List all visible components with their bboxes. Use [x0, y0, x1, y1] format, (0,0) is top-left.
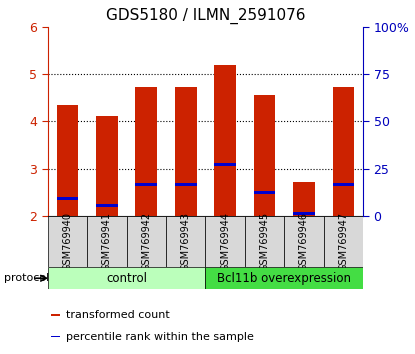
- Text: GSM769941: GSM769941: [102, 212, 112, 271]
- Bar: [175, 183, 197, 185]
- Bar: [205, 216, 245, 267]
- Text: protocol: protocol: [4, 273, 49, 283]
- Text: GSM769943: GSM769943: [181, 212, 191, 271]
- Text: Bcl11b overexpression: Bcl11b overexpression: [217, 272, 351, 285]
- Text: GSM769945: GSM769945: [259, 212, 270, 271]
- Bar: [293, 182, 315, 216]
- Bar: [332, 183, 354, 185]
- Bar: [96, 204, 118, 207]
- Bar: [56, 105, 78, 216]
- Text: GSM769944: GSM769944: [220, 212, 230, 271]
- Text: GSM769940: GSM769940: [62, 212, 73, 271]
- Bar: [51, 314, 60, 316]
- Bar: [245, 216, 284, 267]
- Bar: [135, 183, 157, 185]
- Bar: [48, 216, 87, 267]
- Text: GSM769946: GSM769946: [299, 212, 309, 271]
- Text: percentile rank within the sample: percentile rank within the sample: [66, 332, 254, 342]
- Bar: [293, 212, 315, 215]
- Bar: [166, 216, 205, 267]
- Bar: [56, 197, 78, 200]
- Bar: [175, 87, 197, 216]
- Title: GDS5180 / ILMN_2591076: GDS5180 / ILMN_2591076: [106, 7, 305, 24]
- Bar: [51, 336, 60, 337]
- Text: GSM769947: GSM769947: [338, 212, 349, 271]
- Text: control: control: [106, 272, 147, 285]
- Bar: [127, 216, 166, 267]
- Bar: [332, 87, 354, 216]
- Bar: [205, 267, 363, 289]
- Text: GSM769942: GSM769942: [141, 212, 151, 271]
- Bar: [284, 216, 324, 267]
- Bar: [254, 95, 276, 216]
- Bar: [214, 164, 236, 166]
- Text: transformed count: transformed count: [66, 310, 170, 320]
- Bar: [324, 216, 363, 267]
- Bar: [214, 65, 236, 216]
- Bar: [87, 216, 127, 267]
- Bar: [135, 87, 157, 216]
- Bar: [96, 115, 118, 216]
- Bar: [254, 191, 276, 194]
- Bar: [48, 267, 205, 289]
